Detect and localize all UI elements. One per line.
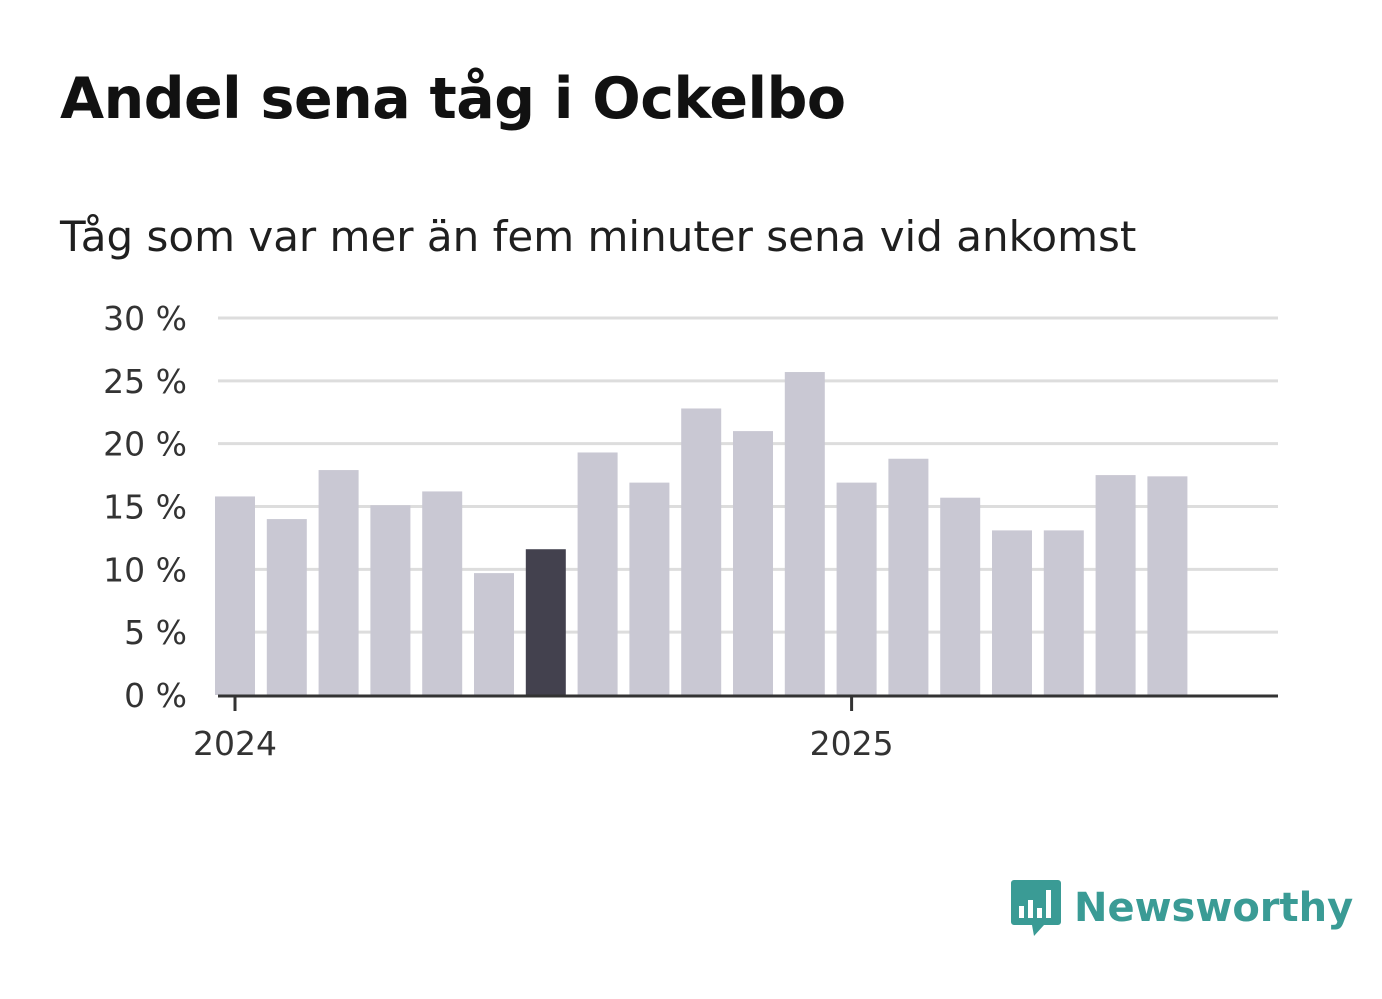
y-tick-label: 0 % (124, 676, 187, 715)
bar-2025-04 (992, 530, 1032, 695)
bar-2025-07 (1147, 476, 1188, 695)
chart-bubble-icon (1011, 880, 1061, 936)
bar-2024-05 (422, 491, 463, 695)
brand-name: Newsworthy (1074, 885, 1354, 931)
y-tick-label: 30 % (103, 299, 187, 338)
bar-2025-06 (1095, 475, 1136, 695)
x-tick-label: 2025 (810, 724, 894, 763)
bar-chart: 0 % 5 % 10 % 15 % 20 % 25 % 30 % 2024 2025 (103, 299, 1278, 763)
y-tick-label: 20 % (103, 425, 187, 464)
bar-2024-07 (525, 549, 566, 695)
x-tick-label: 2024 (193, 724, 277, 763)
y-tick-label: 25 % (103, 362, 187, 401)
newsworthy-logo: Newsworthy (1010, 878, 1353, 938)
x-axis: 2024 2025 (193, 694, 1278, 763)
bar-2024-02 (266, 519, 307, 695)
y-tick-label: 10 % (103, 550, 187, 589)
bar-2025-02 (888, 458, 929, 695)
bar-2024-04 (370, 505, 411, 695)
bar-2024-12 (784, 372, 825, 695)
bar-2024-11 (733, 431, 773, 695)
bar-2025-01 (836, 482, 877, 695)
bar-2024-06 (474, 573, 514, 695)
chart-subtitle: Tåg som var mer än fem minuter sena vid … (60, 212, 1137, 261)
bar-2025-05 (1043, 530, 1084, 695)
bar-2024-01 (215, 496, 255, 695)
bars (215, 372, 1188, 695)
bar-2025-03 (940, 497, 981, 695)
y-axis-ticks: 0 % 5 % 10 % 15 % 20 % 25 % 30 % (103, 299, 187, 715)
bar-2024-03 (318, 470, 359, 695)
y-tick-label: 15 % (103, 488, 187, 527)
y-tick-label: 5 % (124, 613, 187, 652)
bar-2024-08 (577, 452, 618, 695)
bar-2024-10 (681, 408, 722, 695)
chart-title: Andel sena tåg i Ockelbo (60, 66, 846, 132)
bar-2024-09 (629, 482, 670, 695)
